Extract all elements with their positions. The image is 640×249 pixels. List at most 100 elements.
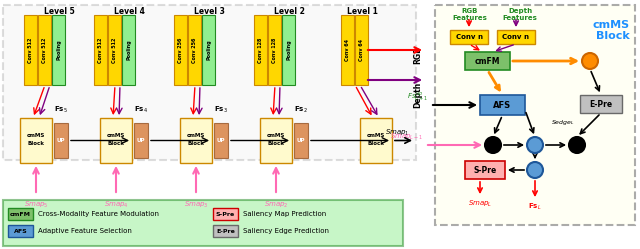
- Text: Block: Block: [188, 141, 205, 146]
- FancyBboxPatch shape: [435, 5, 635, 225]
- Text: $Smap_3$: $Smap_3$: [184, 200, 209, 210]
- Text: Depth
Features: Depth Features: [502, 8, 538, 21]
- Text: Adaptive Feature Selection: Adaptive Feature Selection: [38, 228, 132, 234]
- FancyBboxPatch shape: [8, 225, 33, 237]
- Circle shape: [527, 137, 543, 153]
- Circle shape: [485, 137, 501, 153]
- FancyBboxPatch shape: [341, 15, 354, 85]
- Text: Conv 64: Conv 64: [359, 39, 364, 61]
- Text: $\mathbf{Fs}$$_{2}$: $\mathbf{Fs}$$_{2}$: [294, 105, 308, 115]
- FancyBboxPatch shape: [188, 15, 201, 85]
- Text: Conv 128: Conv 128: [258, 37, 263, 63]
- Circle shape: [527, 162, 543, 178]
- Text: cmMS: cmMS: [593, 20, 630, 30]
- Text: $Smap_1$: $Smap_1$: [385, 127, 410, 137]
- Text: Pooling: Pooling: [126, 40, 131, 60]
- Text: Block: Block: [367, 141, 385, 146]
- Text: cmMS: cmMS: [187, 133, 205, 138]
- Text: $\mathbf{Fs}$$_{4}$: $\mathbf{Fs}$$_{4}$: [134, 105, 148, 115]
- Text: UP: UP: [137, 138, 145, 143]
- Text: cmMS: cmMS: [107, 133, 125, 138]
- Text: E-Pre: E-Pre: [589, 100, 612, 109]
- Text: A: A: [532, 142, 538, 148]
- Text: AFS: AFS: [493, 101, 511, 110]
- Text: cmFM: cmFM: [10, 211, 31, 216]
- FancyBboxPatch shape: [268, 15, 281, 85]
- Text: Block: Block: [596, 31, 630, 41]
- FancyBboxPatch shape: [54, 123, 68, 158]
- Text: Conv 256: Conv 256: [178, 37, 183, 63]
- Text: cmFM: cmFM: [475, 57, 500, 65]
- FancyBboxPatch shape: [180, 118, 212, 163]
- FancyBboxPatch shape: [213, 225, 238, 237]
- Text: $Smap_4$: $Smap_4$: [104, 200, 129, 210]
- Text: Conv n: Conv n: [502, 34, 529, 40]
- FancyBboxPatch shape: [94, 15, 107, 85]
- Text: $Smap_L$: $Smap_L$: [468, 199, 492, 209]
- FancyBboxPatch shape: [450, 30, 488, 44]
- Text: cmMS: cmMS: [267, 133, 285, 138]
- Text: $\mathbf{Fs}$$_{3}$: $\mathbf{Fs}$$_{3}$: [214, 105, 228, 115]
- Text: RGB: RGB: [413, 46, 422, 64]
- FancyBboxPatch shape: [20, 118, 52, 163]
- Text: cmMS: cmMS: [367, 133, 385, 138]
- Text: Conv 128: Conv 128: [272, 37, 277, 63]
- FancyBboxPatch shape: [134, 123, 148, 158]
- Text: AFS: AFS: [13, 229, 28, 234]
- FancyBboxPatch shape: [497, 30, 535, 44]
- Text: $Smap_{L-1}$: $Smap_{L-1}$: [390, 132, 423, 142]
- FancyBboxPatch shape: [465, 161, 505, 179]
- FancyBboxPatch shape: [24, 15, 37, 85]
- Text: UP: UP: [217, 138, 225, 143]
- Text: $Sedge_L$: $Sedge_L$: [551, 118, 575, 127]
- Text: Block: Block: [108, 141, 125, 146]
- Text: Block: Block: [28, 141, 45, 146]
- Text: $\mathbf{Fs}_L$: $\mathbf{Fs}_L$: [528, 202, 541, 212]
- Text: M: M: [490, 142, 497, 148]
- Text: Block: Block: [268, 141, 285, 146]
- Text: S-Pre: S-Pre: [474, 166, 497, 175]
- FancyBboxPatch shape: [213, 208, 238, 220]
- Text: Conv 256: Conv 256: [192, 37, 197, 63]
- FancyBboxPatch shape: [52, 15, 65, 85]
- FancyBboxPatch shape: [8, 208, 33, 220]
- Text: Pooling: Pooling: [206, 40, 211, 60]
- Text: Saliency Edge Prediction: Saliency Edge Prediction: [243, 228, 329, 234]
- Text: $Smap_5$: $Smap_5$: [24, 200, 49, 210]
- Text: S-Pre: S-Pre: [216, 211, 235, 216]
- FancyBboxPatch shape: [282, 15, 295, 85]
- FancyBboxPatch shape: [294, 123, 308, 158]
- FancyBboxPatch shape: [100, 118, 132, 163]
- Text: Conv 512: Conv 512: [98, 37, 103, 63]
- FancyBboxPatch shape: [108, 15, 121, 85]
- Text: Level 1: Level 1: [347, 7, 378, 16]
- FancyBboxPatch shape: [360, 118, 392, 163]
- Text: M: M: [573, 142, 580, 148]
- Text: $\mathbf{Fs}$$_{5}$: $\mathbf{Fs}$$_{5}$: [54, 105, 68, 115]
- FancyBboxPatch shape: [465, 52, 510, 70]
- Text: UP: UP: [57, 138, 65, 143]
- Text: Level 5: Level 5: [44, 7, 74, 16]
- Text: E-Pre: E-Pre: [216, 229, 235, 234]
- FancyBboxPatch shape: [3, 200, 403, 246]
- Text: Pooling: Pooling: [286, 40, 291, 60]
- FancyBboxPatch shape: [480, 95, 525, 115]
- Text: Cross-Modality Feature Modulation: Cross-Modality Feature Modulation: [38, 211, 159, 217]
- FancyBboxPatch shape: [122, 15, 135, 85]
- Text: Conv 512: Conv 512: [42, 37, 47, 63]
- FancyBboxPatch shape: [174, 15, 187, 85]
- Text: $Fs_{L+1}^{up}$: $Fs_{L+1}^{up}$: [407, 91, 428, 103]
- Text: Level 4: Level 4: [113, 7, 145, 16]
- FancyBboxPatch shape: [260, 118, 292, 163]
- FancyBboxPatch shape: [355, 15, 368, 85]
- Text: RGB
Features: RGB Features: [452, 8, 488, 21]
- Text: Pooling: Pooling: [56, 40, 61, 60]
- Text: Saliency Map Prediction: Saliency Map Prediction: [243, 211, 326, 217]
- FancyBboxPatch shape: [580, 95, 622, 113]
- FancyBboxPatch shape: [214, 123, 228, 158]
- FancyBboxPatch shape: [38, 15, 51, 85]
- Text: Conv 512: Conv 512: [112, 37, 117, 63]
- Text: cmMS: cmMS: [27, 133, 45, 138]
- Circle shape: [569, 137, 585, 153]
- FancyBboxPatch shape: [254, 15, 267, 85]
